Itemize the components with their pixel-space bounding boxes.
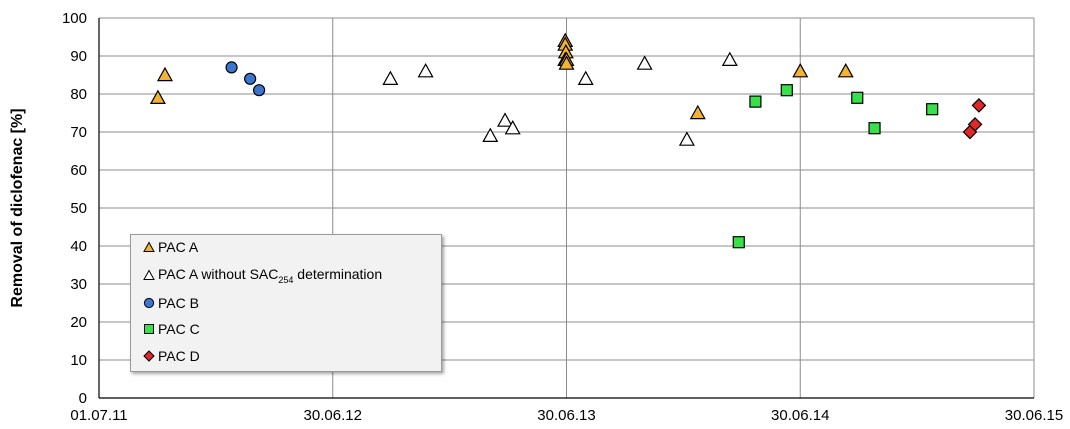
data-point [780,84,793,97]
y-tick-label: 20 [70,314,87,331]
data-point [971,98,987,113]
data-points [149,32,987,249]
legend-label: PAC A without SAC254 determination [158,265,383,285]
data-point [156,66,173,82]
data-point [244,72,257,85]
data-point [225,61,238,74]
series-pac-a [149,32,854,120]
y-tick-label: 10 [70,352,87,369]
data-point [558,55,575,70]
x-tick-label: 30.06.13 [537,407,595,424]
series-pac-a-without-sac254-determination [382,51,738,146]
y-tick-label: 100 [62,10,87,27]
y-axis-label: Removal of diclofenac [%] [9,108,26,307]
data-point [689,104,706,120]
x-tick-label: 30.06.14 [771,407,829,424]
legend-label: PAC D [158,348,200,364]
legend-item-pac-b: PAC B [143,293,199,313]
series-pac-b [225,61,266,97]
data-point [253,84,266,97]
data-point [678,131,695,146]
x-tick-label: 01.07.11 [70,407,127,424]
y-tick-label: 40 [70,238,87,255]
legend-item-pac-a: PAC A [143,237,198,257]
data-point [792,62,809,78]
y-tick-label: 90 [70,48,87,65]
data-point [382,70,399,86]
legend-item-pac-c: PAC C [143,319,200,339]
y-tick-label: 50 [70,200,87,217]
x-tick-labels: 01.07.11 30.06.12 30.06.13 30.06.14 30.06.15 [70,407,1063,424]
triangle-marker-icon [143,241,155,252]
data-point [149,89,166,105]
legend: PAC A PAC A without SAC254 determination… [130,234,442,372]
y-tick-label: 60 [70,162,87,179]
data-point [497,112,514,127]
legend-label: PAC C [158,321,200,337]
data-point [721,51,738,67]
legend-label: PAC A [158,239,199,255]
data-point [732,236,745,249]
data-point [967,117,983,132]
data-point [837,62,854,78]
data-point [868,122,881,135]
data-point [577,70,594,86]
series-pac-d [962,98,987,140]
triangle-outline-marker-icon [143,269,155,280]
x-tick-label: 30.06.12 [304,407,362,424]
y-tick-labels: 0 10 20 30 40 50 60 70 80 90 100 [62,10,87,407]
data-point [482,127,499,142]
y-tick-label: 80 [70,86,87,103]
diamond-marker-icon [143,350,155,362]
legend-item-pac-a-without-sac: PAC A without SAC254 determination [143,265,382,285]
data-point [749,95,762,108]
legend-label: PAC B [158,295,199,311]
circle-marker-icon [143,297,155,309]
axes [98,18,1034,399]
data-point [504,119,521,135]
legend-item-pac-d: PAC D [143,346,200,366]
data-point [926,103,939,116]
series-pac-c [732,84,939,249]
y-tick-label: 70 [70,124,87,141]
data-point [851,91,864,104]
data-point [636,55,653,70]
y-tick-label: 30 [70,276,87,293]
y-tick-label: 0 [79,390,87,407]
x-tick-label: 30.06.15 [1005,407,1063,424]
data-point [417,62,434,78]
square-marker-icon [144,324,154,334]
